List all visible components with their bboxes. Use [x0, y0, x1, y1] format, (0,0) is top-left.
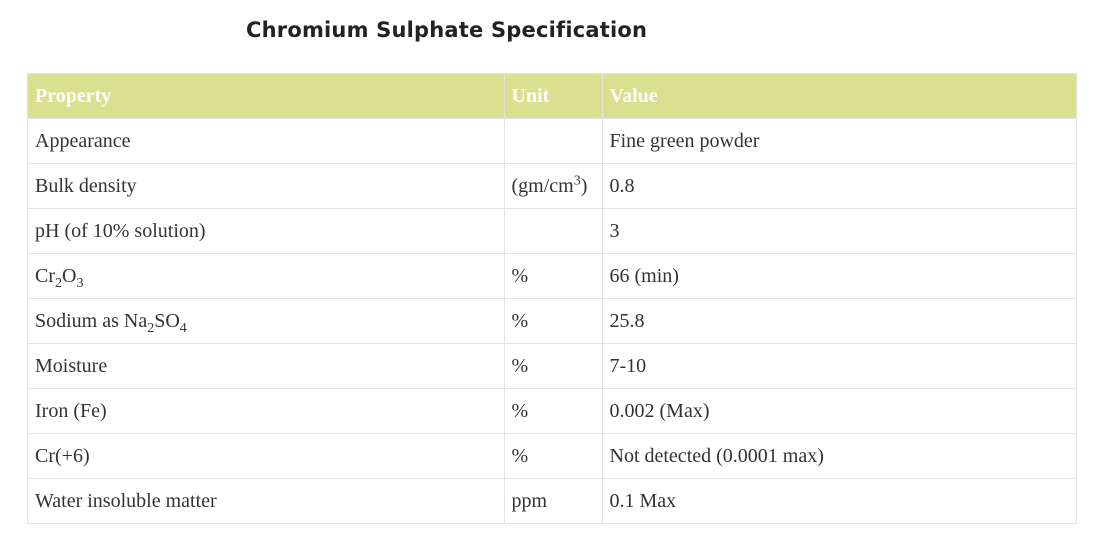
unit-cell: %	[503, 433, 603, 479]
property-cell: pH (of 10% solution)	[27, 208, 505, 254]
value-cell: Not detected (0.0001 max)	[601, 433, 1077, 479]
cell-text: Sodium as Na	[35, 309, 148, 332]
property-cell: Bulk density	[27, 163, 505, 209]
cell-text: Iron (Fe)	[35, 399, 107, 422]
value-cell: 0.8	[601, 163, 1077, 209]
cell-text: Cr	[35, 264, 55, 287]
property-cell: Sodium as Na2SO4	[27, 298, 505, 344]
cell-text: %	[511, 354, 529, 377]
subscript: 3	[76, 275, 84, 291]
unit-cell: ppm	[503, 478, 603, 524]
cell-text: )	[580, 174, 588, 197]
unit-cell	[503, 118, 603, 164]
table-row: Sodium as Na2SO4% 25.8	[27, 298, 1077, 344]
cell-text: Bulk density	[35, 174, 137, 197]
cell-text: pH (of 10% solution)	[35, 219, 206, 242]
table-row: Iron (Fe)% 0.002 (Max)	[27, 388, 1077, 434]
subscript: 2	[55, 275, 62, 291]
table-row: Moisture% 7-10	[27, 343, 1077, 389]
cell-text: %	[511, 444, 529, 467]
value-cell: 66 (min)	[601, 253, 1077, 299]
subscript: 4	[179, 320, 187, 336]
cell-text: SO	[154, 309, 180, 332]
cell-text: %	[511, 309, 529, 332]
unit-cell: %	[503, 253, 603, 299]
unit-cell: %	[503, 388, 603, 434]
value-cell: Fine green powder	[601, 118, 1077, 164]
table-row: Cr2O3% 66 (min)	[27, 253, 1077, 299]
property-cell: Cr2O3	[27, 253, 505, 299]
cell-text: Water insoluble matter	[35, 489, 217, 512]
table-row: Appearance Fine green powder	[27, 118, 1077, 164]
cell-text: %	[511, 399, 529, 422]
cell-text: O	[62, 264, 77, 287]
cell-text: Moisture	[35, 354, 108, 377]
column-header-value: Value	[601, 73, 1077, 119]
value-cell: 0.002 (Max)	[601, 388, 1077, 434]
property-cell: Cr(+6)	[27, 433, 505, 479]
value-cell: 7-10	[601, 343, 1077, 389]
header-row: Property Unit Value	[27, 73, 1077, 119]
property-cell: Iron (Fe)	[27, 388, 505, 434]
table-row: Water insoluble matter ppm 0.1 Max	[27, 478, 1077, 524]
table-header: Property Unit Value	[27, 73, 1077, 119]
cell-text: ppm	[511, 489, 548, 512]
unit-cell	[503, 208, 603, 254]
cell-text: (gm/cm	[511, 174, 574, 197]
cell-text: Appearance	[35, 129, 131, 152]
page-title: Chromium Sulphate Specification	[246, 18, 648, 42]
value-cell: 25.8	[601, 298, 1077, 344]
specification-table: Property Unit Value Appearance Fine green…	[27, 73, 1077, 524]
table-row: pH (of 10% solution) 3	[27, 208, 1077, 254]
column-header-unit: Unit	[503, 73, 603, 119]
property-cell: Moisture	[27, 343, 505, 389]
column-header-property: Property	[27, 73, 505, 119]
superscript: 3	[573, 172, 581, 188]
table-row: Cr(+6)% Not detected (0.0001 max)	[27, 433, 1077, 479]
table-body: Appearance Fine green powder Bulk density (…	[27, 118, 1077, 524]
value-cell: 0.1 Max	[601, 478, 1077, 524]
unit-cell: %	[503, 298, 603, 344]
value-cell: 3	[601, 208, 1077, 254]
cell-text: Cr(+6)	[35, 444, 90, 467]
table-row: Bulk density (gm/cm3) 0.8	[27, 163, 1077, 209]
property-cell: Water insoluble matter	[27, 478, 505, 524]
cell-text: %	[511, 264, 529, 287]
unit-cell: %	[503, 343, 603, 389]
property-cell: Appearance	[27, 118, 505, 164]
unit-cell: (gm/cm3)	[503, 163, 603, 209]
subscript: 2	[147, 320, 155, 336]
